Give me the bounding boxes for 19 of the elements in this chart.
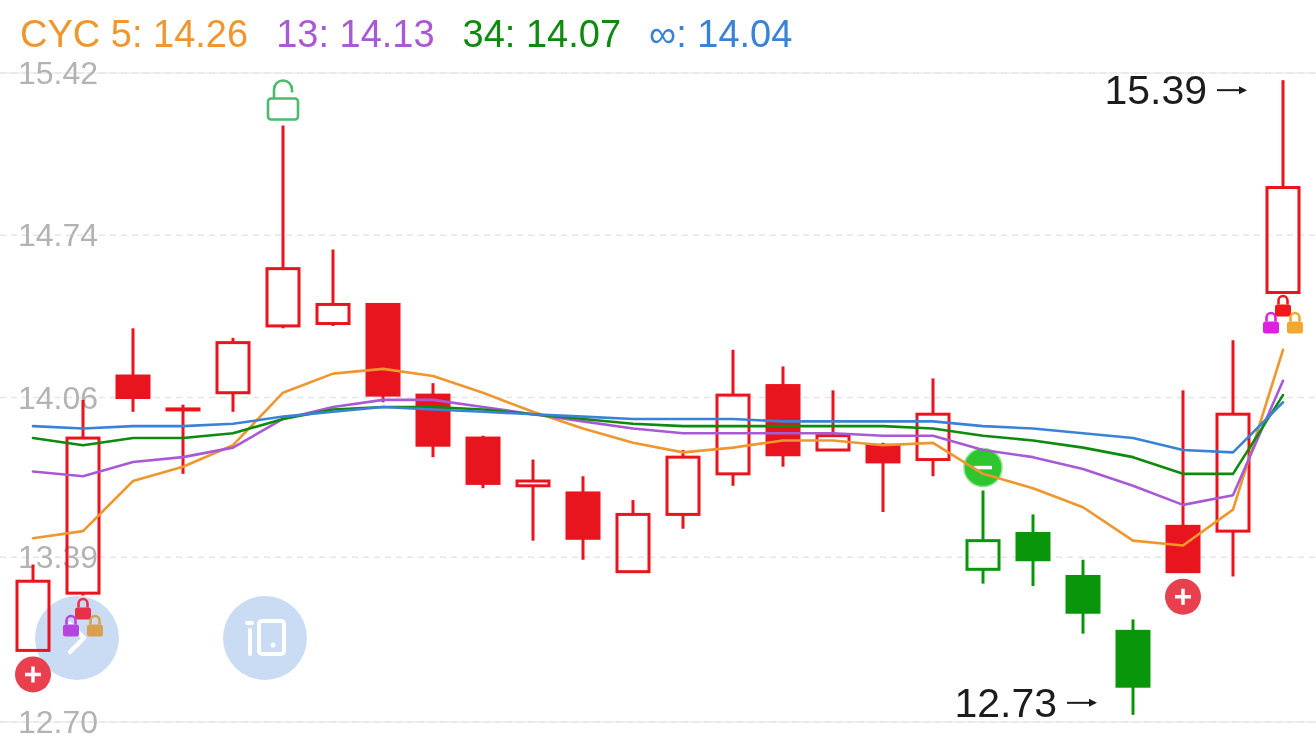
text: 13: 14.13 — [276, 13, 435, 55]
annotation: 12.73 — [954, 679, 1057, 726]
y-tick-label: 14.06 — [18, 379, 99, 416]
candlestick — [965, 490, 1001, 584]
annotation: 15.39 — [1104, 67, 1207, 114]
candlestick — [565, 476, 601, 560]
candlestick — [715, 348, 751, 486]
candlestick — [1115, 619, 1151, 715]
candlestick — [1065, 559, 1101, 634]
candlestick — [115, 328, 151, 412]
candlestick — [515, 459, 551, 541]
y-tick-label: 12.70 — [18, 704, 99, 739]
y-tick-label: 14.74 — [18, 217, 99, 254]
candlestick — [1015, 514, 1051, 586]
text: CYC 5: 14.26 — [20, 13, 249, 55]
candlestick — [1215, 340, 1251, 577]
y-tick-label: 15.42 — [18, 55, 99, 91]
text: ∞: 14.04 — [649, 13, 793, 55]
text: 34: 14.07 — [462, 13, 622, 55]
